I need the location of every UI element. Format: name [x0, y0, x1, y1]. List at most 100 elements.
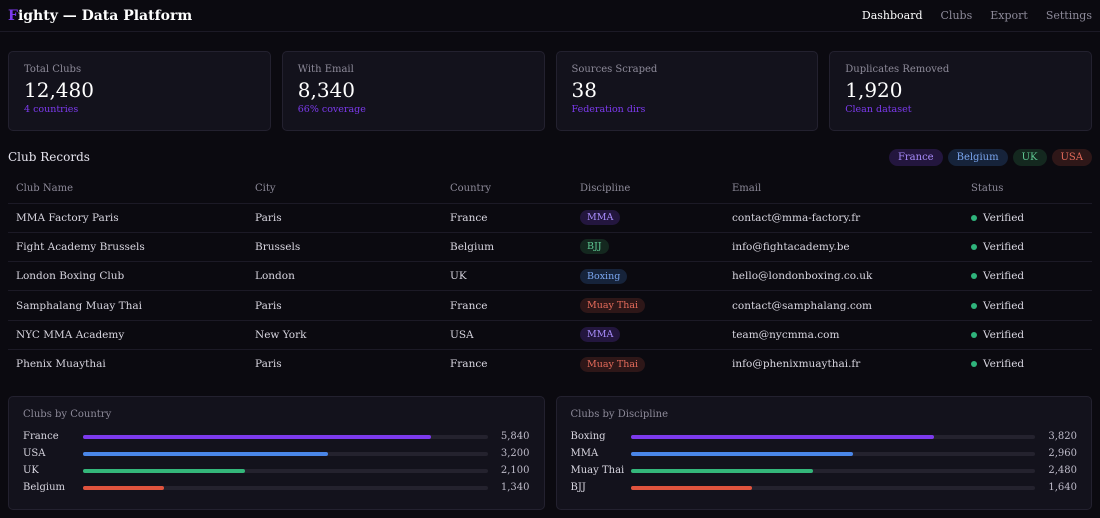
- country-filters: France Belgium UK USA: [888, 148, 1092, 166]
- cell-email: contact@mma-factory.fr: [724, 203, 963, 233]
- status-dot-icon: [971, 331, 977, 338]
- stat-subtext: 4 countries: [24, 104, 79, 115]
- nav-export[interactable]: Export: [990, 9, 1028, 22]
- cell-city: Brussels: [247, 232, 442, 263]
- bar-value: 2,480: [1048, 465, 1077, 476]
- bar-track: [83, 451, 488, 456]
- cell-country: France: [450, 358, 488, 371]
- filter-chip-france[interactable]: France: [888, 148, 943, 166]
- bar-label: France: [23, 431, 59, 442]
- bar-track: [630, 451, 1035, 456]
- panel-clubs-by-discipline: Clubs by Discipline Boxing 3,820 MMA 2,9…: [555, 396, 1092, 510]
- club-records-table: Club Name City Country Discipline Email …: [8, 175, 1092, 379]
- col-header-country[interactable]: Country: [442, 175, 572, 204]
- bar-fill: [630, 434, 934, 439]
- app-title: Fighty — Data Platform: [8, 8, 192, 24]
- stat-value: 1,920: [845, 78, 903, 102]
- bar-label: Muay Thai: [570, 465, 625, 476]
- table-row[interactable]: Phenix Muaythai Paris France Muay Thai i…: [8, 349, 1092, 378]
- col-header-discipline[interactable]: Discipline: [572, 175, 724, 204]
- status-text: Verified: [983, 211, 1025, 224]
- cell-email: hello@londonboxing.co.uk: [724, 261, 963, 292]
- discipline-badge: BJJ: [580, 239, 609, 255]
- stat-subtext: Federation dirs: [571, 104, 646, 115]
- stat-label: Total Clubs: [24, 64, 82, 75]
- bar-fill: [83, 451, 328, 456]
- brand-name: ighty — Data Platform: [17, 7, 193, 24]
- bar-label: UK: [23, 465, 39, 476]
- bar-row: Muay Thai 2,480: [571, 462, 1078, 479]
- col-header-email[interactable]: Email: [724, 175, 963, 204]
- table-row[interactable]: NYC MMA Academy New York USA MMA team@ny…: [8, 320, 1092, 350]
- table-row[interactable]: Samphalang Muay Thai Paris France Muay T…: [8, 290, 1092, 321]
- status-dot-icon: [971, 273, 977, 280]
- bar-track: [630, 468, 1035, 473]
- bar-value: 3,820: [1048, 431, 1077, 442]
- table-row[interactable]: London Boxing Club London UK Boxing hell…: [8, 261, 1092, 292]
- stat-label: Sources Scraped: [571, 64, 658, 75]
- discipline-badge: MMA: [580, 210, 621, 226]
- bar-track: [83, 434, 488, 439]
- cell-country: France: [442, 290, 572, 321]
- cell-country: UK: [442, 261, 572, 292]
- bar-row: Boxing 3,820: [571, 428, 1078, 445]
- nav-dashboard[interactable]: Dashboard: [861, 9, 923, 22]
- cell-status: Verified: [963, 290, 1092, 321]
- col-header-club-name[interactable]: Club Name: [8, 175, 247, 204]
- brand-initial: F: [8, 7, 18, 24]
- table-row[interactable]: MMA Factory Paris Paris France MMA conta…: [8, 203, 1092, 233]
- cell-city: London: [247, 261, 442, 292]
- status-dot-icon: [971, 302, 977, 309]
- cell-city: New York: [247, 320, 442, 350]
- filter-chip-usa[interactable]: USA: [1051, 148, 1092, 166]
- bar-value: 2,100: [500, 465, 530, 476]
- section-title: Club Records: [8, 150, 90, 164]
- cell-discipline: Muay Thai: [572, 349, 724, 378]
- cell-country: France: [442, 203, 572, 233]
- bar-row: BJJ 1,640: [571, 479, 1078, 496]
- cell-discipline: Boxing: [572, 261, 724, 292]
- cell-status: Verified: [963, 261, 1092, 292]
- discipline-badge: Muay Thai: [580, 356, 646, 372]
- cell-status: Verified: [963, 320, 1092, 350]
- breakdown-panels: Clubs by Country France 5,840 USA 3,200 …: [8, 396, 1092, 510]
- status-text: Verified: [983, 299, 1025, 312]
- cell-discipline: MMA: [572, 203, 724, 233]
- bar-row: UK 2,100: [23, 462, 530, 479]
- table-row[interactable]: Fight Academy Brussels Brussels Belgium …: [8, 232, 1092, 263]
- bar-row: Belgium 1,340: [23, 479, 530, 496]
- stats-row: Total Clubs 12,480 4 countries With Emai…: [8, 51, 1092, 131]
- cell-club-name: Fight Academy Brussels: [8, 232, 247, 263]
- col-header-status[interactable]: Status: [963, 175, 1092, 204]
- bar-label: USA: [23, 448, 46, 459]
- nav-settings[interactable]: Settings: [1045, 9, 1092, 22]
- bar-label: BJJ: [570, 482, 586, 493]
- table-header-row: Club Name City Country Discipline Email …: [8, 175, 1092, 204]
- cell-country: USA: [442, 320, 572, 350]
- stat-value: 38: [571, 78, 597, 102]
- cell-status: Verified: [963, 349, 1092, 378]
- stat-card-duplicates-removed: Duplicates Removed 1,920 Clean dataset: [829, 51, 1092, 131]
- discipline-badge: Boxing: [580, 268, 628, 284]
- filter-chip-belgium[interactable]: Belgium: [947, 148, 1008, 166]
- cell-email: info@fightacademy.be: [724, 232, 963, 263]
- cell-city: Paris: [255, 358, 282, 371]
- status-dot-icon: [971, 214, 977, 221]
- cell-status: Verified: [963, 203, 1092, 233]
- panel-title: Clubs by Discipline: [570, 409, 669, 420]
- cell-club-name: MMA Factory Paris: [8, 203, 247, 233]
- cell-club-name: Samphalang Muay Thai: [8, 290, 247, 321]
- filter-chip-uk[interactable]: UK: [1012, 148, 1047, 166]
- bar-fill: [83, 485, 164, 490]
- cell-country: Belgium: [442, 232, 572, 263]
- nav-clubs[interactable]: Clubs: [940, 9, 973, 22]
- discipline-badge: MMA: [580, 327, 621, 343]
- cell-email: contact@samphalang.com: [724, 290, 963, 321]
- bar-track: [83, 468, 488, 473]
- stat-value: 12,480: [24, 78, 94, 102]
- cell-discipline: BJJ: [572, 232, 724, 263]
- col-header-city[interactable]: City: [247, 175, 442, 204]
- bar-value: 3,200: [500, 448, 530, 459]
- cell-club-name: Phenix Muaythai: [16, 358, 106, 371]
- stat-subtext: Clean dataset: [845, 104, 912, 115]
